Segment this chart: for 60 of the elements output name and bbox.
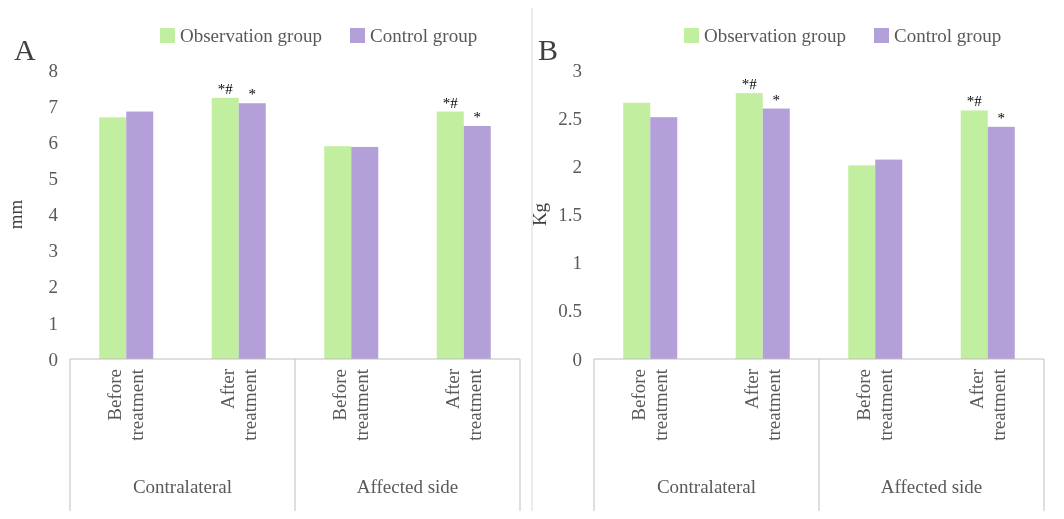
annotation: *: [997, 109, 1005, 126]
y-tick-label: 2.5: [558, 107, 582, 129]
bar: [238, 103, 266, 359]
bar: [324, 146, 352, 359]
y-axis-title: Kg: [529, 202, 550, 227]
annotation: *: [248, 86, 256, 103]
y-tick-label: 8: [48, 59, 58, 81]
bar: [126, 111, 154, 359]
x-tick-label: Before treatment: [853, 368, 897, 441]
text: Affected side: [880, 476, 983, 497]
annotation: *: [473, 108, 481, 125]
y-tick-label: 7: [48, 95, 58, 117]
annotation: *#: [966, 93, 983, 110]
annotation: *#: [217, 80, 234, 97]
legend-label: Control group: [894, 25, 1002, 46]
x-tick-label: After treatment: [216, 368, 260, 441]
bar: [351, 146, 379, 359]
x-tick-label: Before treatment: [628, 368, 672, 441]
x-tick-label: After treatment: [441, 368, 485, 441]
chart-title: A: [14, 33, 36, 66]
y-tick-label: 4: [48, 204, 59, 226]
legend-label: Control group: [370, 25, 478, 46]
y-tick-label: 2: [48, 276, 58, 298]
y-tick-label: 5: [48, 168, 58, 190]
y-tick-label: 3: [48, 240, 58, 262]
y-tick-label: 1: [48, 312, 58, 334]
bar: [960, 110, 988, 359]
x-tick-label: After treatment: [740, 368, 784, 441]
annotation: *#: [741, 76, 758, 93]
y-tick-label: 0: [572, 348, 582, 370]
y-tick-label: 2: [572, 155, 582, 177]
bar: [848, 165, 876, 359]
y-tick-label: 0.5: [558, 300, 582, 322]
bar: [623, 102, 651, 359]
bar: [875, 159, 903, 359]
bar: [436, 111, 464, 359]
y-tick-label: 1: [572, 252, 582, 274]
annotation: *: [772, 91, 780, 108]
x-tick-label: Before treatment: [104, 368, 148, 441]
bar: [463, 125, 491, 359]
bar: [650, 117, 678, 359]
y-tick-label: 1.5: [558, 204, 582, 226]
y-tick-label: 6: [48, 131, 58, 153]
bar: [211, 97, 239, 359]
text: Contralateral: [132, 476, 233, 497]
legend-label: Observation group: [180, 25, 322, 46]
legend-label: Observation group: [704, 25, 846, 46]
chart-title: B: [538, 33, 559, 66]
y-tick-label: 0: [48, 348, 58, 370]
y-tick-label: 3: [572, 59, 582, 81]
x-tick-label: Before treatment: [329, 368, 373, 441]
bar: [735, 93, 763, 359]
bar: [987, 126, 1015, 359]
x-tick-label: After treatment: [965, 368, 1009, 441]
text: Contralateral: [656, 476, 757, 497]
bar: [99, 117, 127, 359]
bar: [762, 108, 790, 359]
annotation: *#: [442, 94, 459, 111]
y-axis-title: mm: [5, 199, 26, 230]
text: Affected side: [356, 476, 459, 497]
